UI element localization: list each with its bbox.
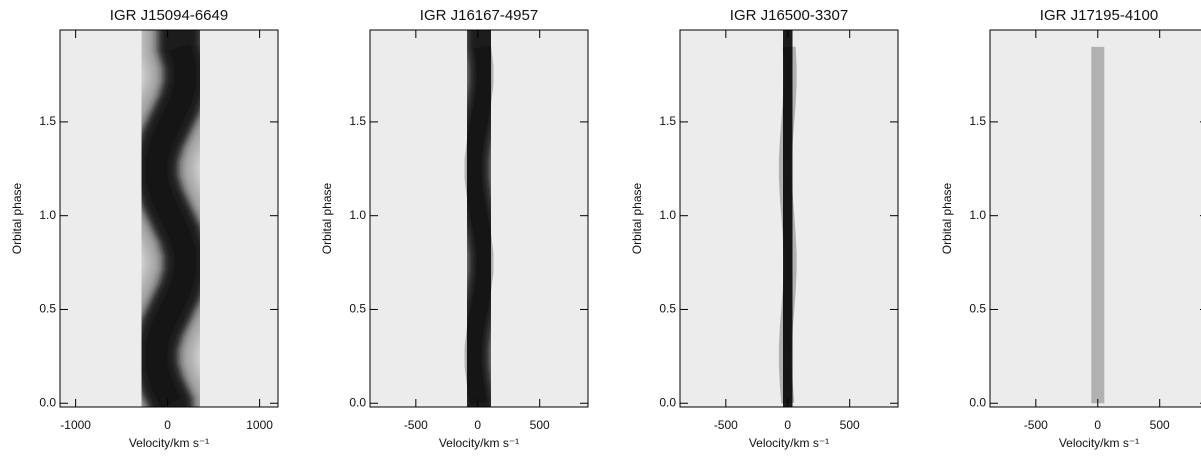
x-tick-label: 1000 bbox=[246, 418, 273, 432]
y-tick-label: 0.5 bbox=[659, 302, 676, 316]
x-axis-label: Velocity/km s⁻¹ bbox=[439, 436, 519, 450]
spectrum bbox=[116, 30, 225, 407]
chart-title: IGR J16500-3307 bbox=[730, 7, 848, 24]
y-axis-label: Orbital phase bbox=[630, 182, 644, 254]
y-tick-label: 1.5 bbox=[349, 114, 366, 128]
y-tick-label: 1.0 bbox=[39, 208, 56, 222]
y-tick-label: 0.0 bbox=[969, 395, 986, 409]
x-tick-label: 0 bbox=[164, 418, 171, 432]
chart-title: IGR J17195-4100 bbox=[1040, 7, 1158, 24]
plot-frame bbox=[679, 29, 899, 408]
panel: -1000 0 1000 0.0 0.5 1.0 1.5 IGR J15094-6649 Vel… bbox=[10, 7, 279, 450]
y-axis-label: Orbital phase bbox=[940, 182, 954, 254]
y-tick-label: 1.5 bbox=[659, 114, 676, 128]
x-axis-label: Velocity/km s⁻¹ bbox=[129, 436, 209, 450]
plot-frame bbox=[369, 29, 589, 408]
panel: -500 0 500 0.0 0.5 1.0 1.5 IGR J17195-4100 Veloc… bbox=[940, 7, 1201, 450]
y-tick-label: 0.5 bbox=[39, 302, 56, 316]
y-tick-label: 0.0 bbox=[659, 395, 676, 409]
emission-trace bbox=[464, 45, 494, 405]
spectrum bbox=[442, 30, 516, 407]
y-tick-label: 1.0 bbox=[659, 208, 676, 222]
y-tick-label: 0.5 bbox=[349, 302, 366, 316]
chart-title: IGR J15094-6649 bbox=[110, 7, 228, 24]
x-tick-label: -500 bbox=[714, 418, 738, 432]
panel: -500 0 500 0.0 0.5 1.0 1.5 IGR J16167-4957 Veloc… bbox=[320, 7, 589, 450]
x-axis-label: Velocity/km s⁻¹ bbox=[1059, 436, 1139, 450]
y-tick-label: 1.0 bbox=[969, 208, 986, 222]
plot-frame bbox=[59, 29, 279, 408]
y-axis-label: Orbital phase bbox=[10, 182, 24, 254]
y-axis-label: Orbital phase bbox=[320, 182, 334, 254]
x-tick-label: 500 bbox=[530, 418, 550, 432]
y-tick-label: 0.0 bbox=[349, 395, 366, 409]
y-tick-label: 1.5 bbox=[969, 114, 986, 128]
y-tick-label: 1.5 bbox=[39, 114, 56, 128]
emission-trace bbox=[145, 43, 197, 407]
x-tick-label: -1000 bbox=[60, 418, 91, 432]
panel: -500 0 500 0.0 0.5 1.0 1.5 IGR J16500-3307 Veloc… bbox=[630, 7, 899, 450]
x-tick-label: 500 bbox=[840, 418, 860, 432]
emission-core bbox=[134, 30, 208, 407]
x-axis-label: Velocity/km s⁻¹ bbox=[749, 436, 829, 450]
emission-core bbox=[456, 30, 502, 407]
x-tick-label: -500 bbox=[404, 418, 428, 432]
emission-core bbox=[772, 30, 804, 407]
chart-title: IGR J16167-4957 bbox=[420, 7, 538, 24]
x-tick-label: 0 bbox=[1094, 418, 1101, 432]
x-tick-label: 0 bbox=[784, 418, 791, 432]
y-tick-label: 1.0 bbox=[349, 208, 366, 222]
emission-trace bbox=[778, 46, 797, 404]
x-tick-label: 0 bbox=[474, 418, 481, 432]
x-tick-label: 500 bbox=[1150, 418, 1170, 432]
spectrum bbox=[762, 30, 814, 407]
x-tick-label: -500 bbox=[1024, 418, 1048, 432]
y-tick-label: 0.0 bbox=[39, 395, 56, 409]
plot-frame bbox=[989, 29, 1201, 408]
y-tick-label: 0.5 bbox=[969, 302, 986, 316]
